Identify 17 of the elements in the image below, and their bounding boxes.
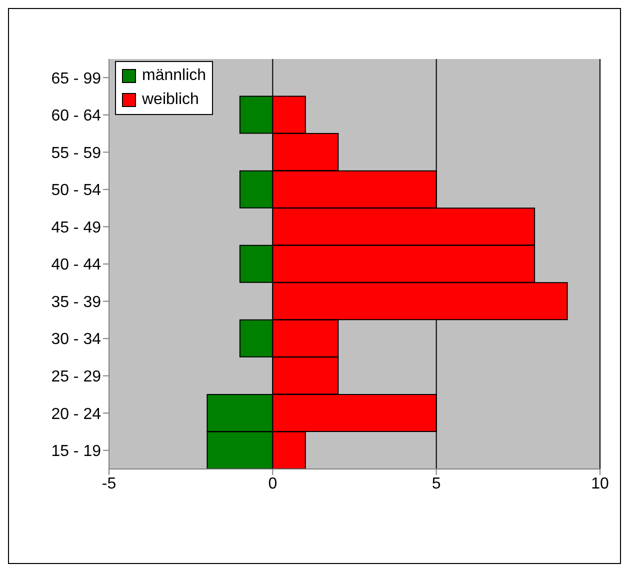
y-tick-label: 35 - 39 xyxy=(51,294,102,311)
y-tick-label: 20 - 24 xyxy=(51,406,102,423)
y-tick-label: 15 - 19 xyxy=(51,443,102,460)
y-tick-label: 55 - 59 xyxy=(51,144,102,162)
y-tick-label: 65 - 99 xyxy=(51,70,102,88)
legend-label: weiblich xyxy=(142,90,199,110)
y-tick-label: 30 - 34 xyxy=(51,331,102,348)
legend-label: männlich xyxy=(142,66,206,86)
x-tick-label: 5 xyxy=(432,475,441,492)
x-tick-label: 0 xyxy=(268,475,278,492)
x-tick-label: 10 xyxy=(591,475,609,492)
y-tick-label: 60 - 64 xyxy=(51,108,102,125)
y-tick-label: 50 - 54 xyxy=(51,182,102,200)
y-tick-label: 40 - 44 xyxy=(51,256,102,274)
y-tick-label: 25 - 29 xyxy=(51,368,102,386)
y-tick-label: 45 - 49 xyxy=(51,219,102,236)
x-tick-label: -5 xyxy=(102,475,116,492)
